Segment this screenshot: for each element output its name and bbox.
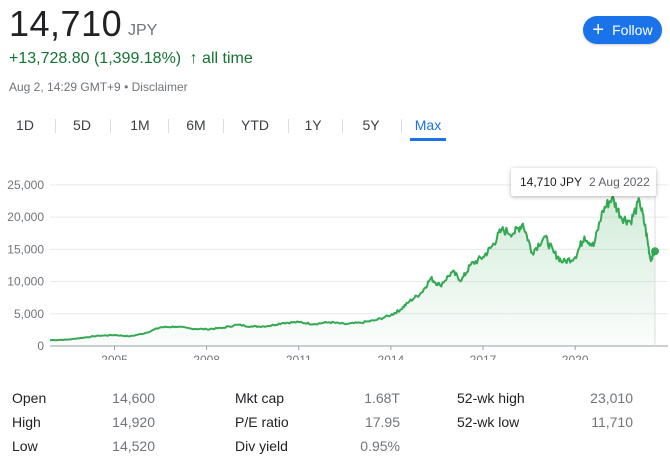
tab-ytd[interactable]: YTD — [241, 117, 269, 133]
chart-tooltip: 14,710 JPY 2 Aug 2022 — [511, 168, 656, 196]
y-tick-label: 10,000 — [7, 275, 44, 289]
stat-value: 23,010 — [590, 390, 633, 406]
stock-price: 14,710 — [9, 3, 123, 44]
x-tick-label: 2008 — [193, 353, 220, 360]
tab-divider — [55, 119, 56, 133]
stat-row: Low 14,520 — [12, 438, 155, 462]
timestamp: Aug 2, 14:29 GMT+9 — [9, 80, 121, 94]
y-tick-label: 0 — [37, 339, 44, 353]
tab-divider — [401, 119, 402, 133]
stat-label: 52-wk high — [457, 390, 525, 406]
y-tick-label: 25,000 — [7, 178, 44, 192]
tab-divider — [288, 119, 289, 133]
stat-value: 14,520 — [112, 438, 155, 454]
stat-value: 11,710 — [591, 414, 633, 430]
stat-label: P/E ratio — [235, 414, 289, 430]
x-tick-label: 2005 — [101, 353, 128, 360]
stat-row: Div yield 0.95% — [235, 438, 400, 462]
tooltip-value: 14,710 JPY — [520, 175, 583, 189]
change-value: +13,728.80 (1,399.18%) — [9, 50, 182, 67]
y-tick-label: 15,000 — [7, 242, 44, 256]
stat-row: High 14,920 — [12, 414, 155, 438]
tab-1d[interactable]: 1D — [16, 117, 34, 133]
disclaimer-link[interactable]: Disclaimer — [131, 80, 188, 94]
tab-5d[interactable]: 5D — [73, 117, 91, 133]
stat-value: 1.68T — [364, 390, 400, 406]
stat-label: Open — [12, 390, 47, 406]
tab-1m[interactable]: 1M — [130, 117, 150, 133]
y-tick-label: 20,000 — [7, 210, 44, 224]
stat-row: P/E ratio 17.95 — [235, 414, 400, 438]
tab-1y[interactable]: 1Y — [304, 117, 322, 133]
stat-label: Mkt cap — [235, 390, 285, 406]
stat-row: 52-wk high 23,010 — [457, 390, 633, 414]
follow-button[interactable]: + Follow — [583, 16, 662, 44]
stat-label: 52-wk low — [457, 414, 520, 430]
separator-dot: • — [124, 80, 129, 94]
price-change: +13,728.80 (1,399.18%) ↑ all time — [9, 50, 253, 68]
tab-5y[interactable]: 5Y — [362, 117, 380, 133]
tab-divider — [223, 119, 224, 133]
stat-label: Low — [12, 438, 38, 454]
x-tick-label: 2014 — [378, 353, 405, 360]
tooltip-date: 2 Aug 2022 — [589, 175, 650, 189]
stats-column: Mkt cap 1.68T P/E ratio 17.95 Div yield 0.95% — [235, 390, 400, 462]
currency-code: JPY — [128, 22, 158, 39]
tab-divider — [110, 119, 111, 133]
follow-label: Follow — [612, 22, 653, 38]
tab-divider — [168, 119, 169, 133]
tab-max[interactable]: Max — [410, 112, 446, 141]
change-period: all time — [202, 50, 253, 67]
x-tick-label: 2017 — [470, 353, 497, 360]
current-price-marker — [651, 247, 659, 256]
stats-column: Open 14,600 High 14,920 Low 14,520 — [12, 390, 155, 462]
price-line — [49, 195, 656, 342]
stat-row: Open 14,600 — [12, 390, 155, 414]
x-tick-label: 2011 — [286, 353, 312, 360]
stat-value: 0.95% — [360, 438, 400, 454]
stat-row: Mkt cap 1.68T — [235, 390, 400, 414]
plus-icon: + — [592, 19, 605, 41]
stat-row: 52-wk low 11,710 — [457, 414, 633, 438]
up-arrow-icon: ↑ — [189, 50, 198, 67]
x-tick-label: 2020 — [562, 353, 589, 360]
tab-divider — [342, 119, 343, 133]
tab-6m[interactable]: 6M — [186, 117, 206, 133]
stat-value: 14,600 — [112, 390, 155, 406]
y-tick-label: 5,000 — [14, 307, 44, 321]
stat-label: High — [12, 414, 41, 430]
stats-column: 52-wk high 23,010 52-wk low 11,710 — [457, 390, 633, 438]
quote-meta: Aug 2, 14:29 GMT+9 • Disclaimer — [9, 80, 188, 94]
stat-value: 14,920 — [112, 414, 155, 430]
stat-value: 17.95 — [364, 414, 400, 430]
stat-label: Div yield — [235, 438, 288, 454]
